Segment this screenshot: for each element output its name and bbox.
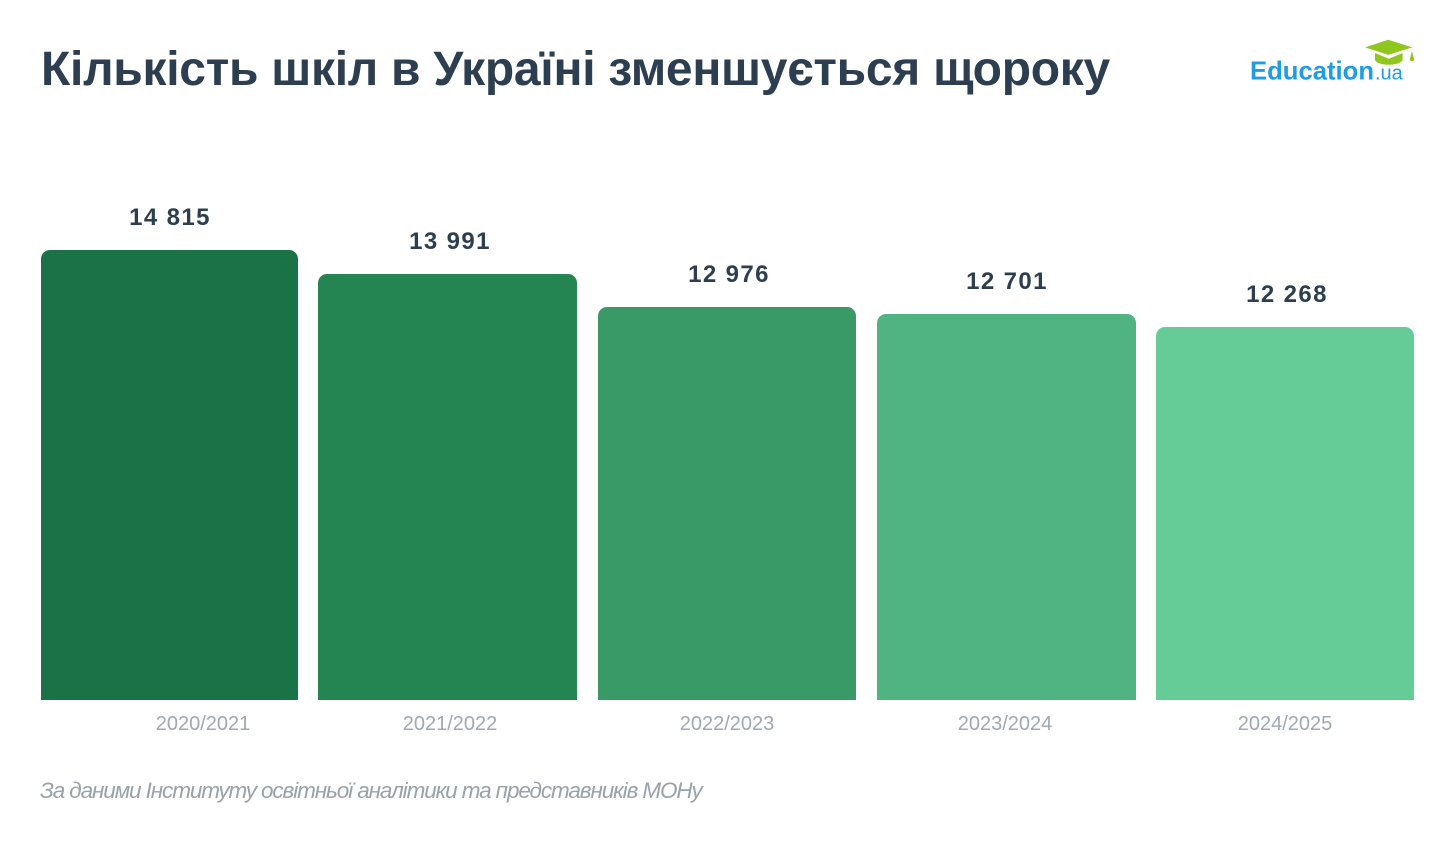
svg-text:.ua: .ua	[1375, 62, 1404, 84]
svg-text:Education: Education	[1250, 55, 1374, 85]
